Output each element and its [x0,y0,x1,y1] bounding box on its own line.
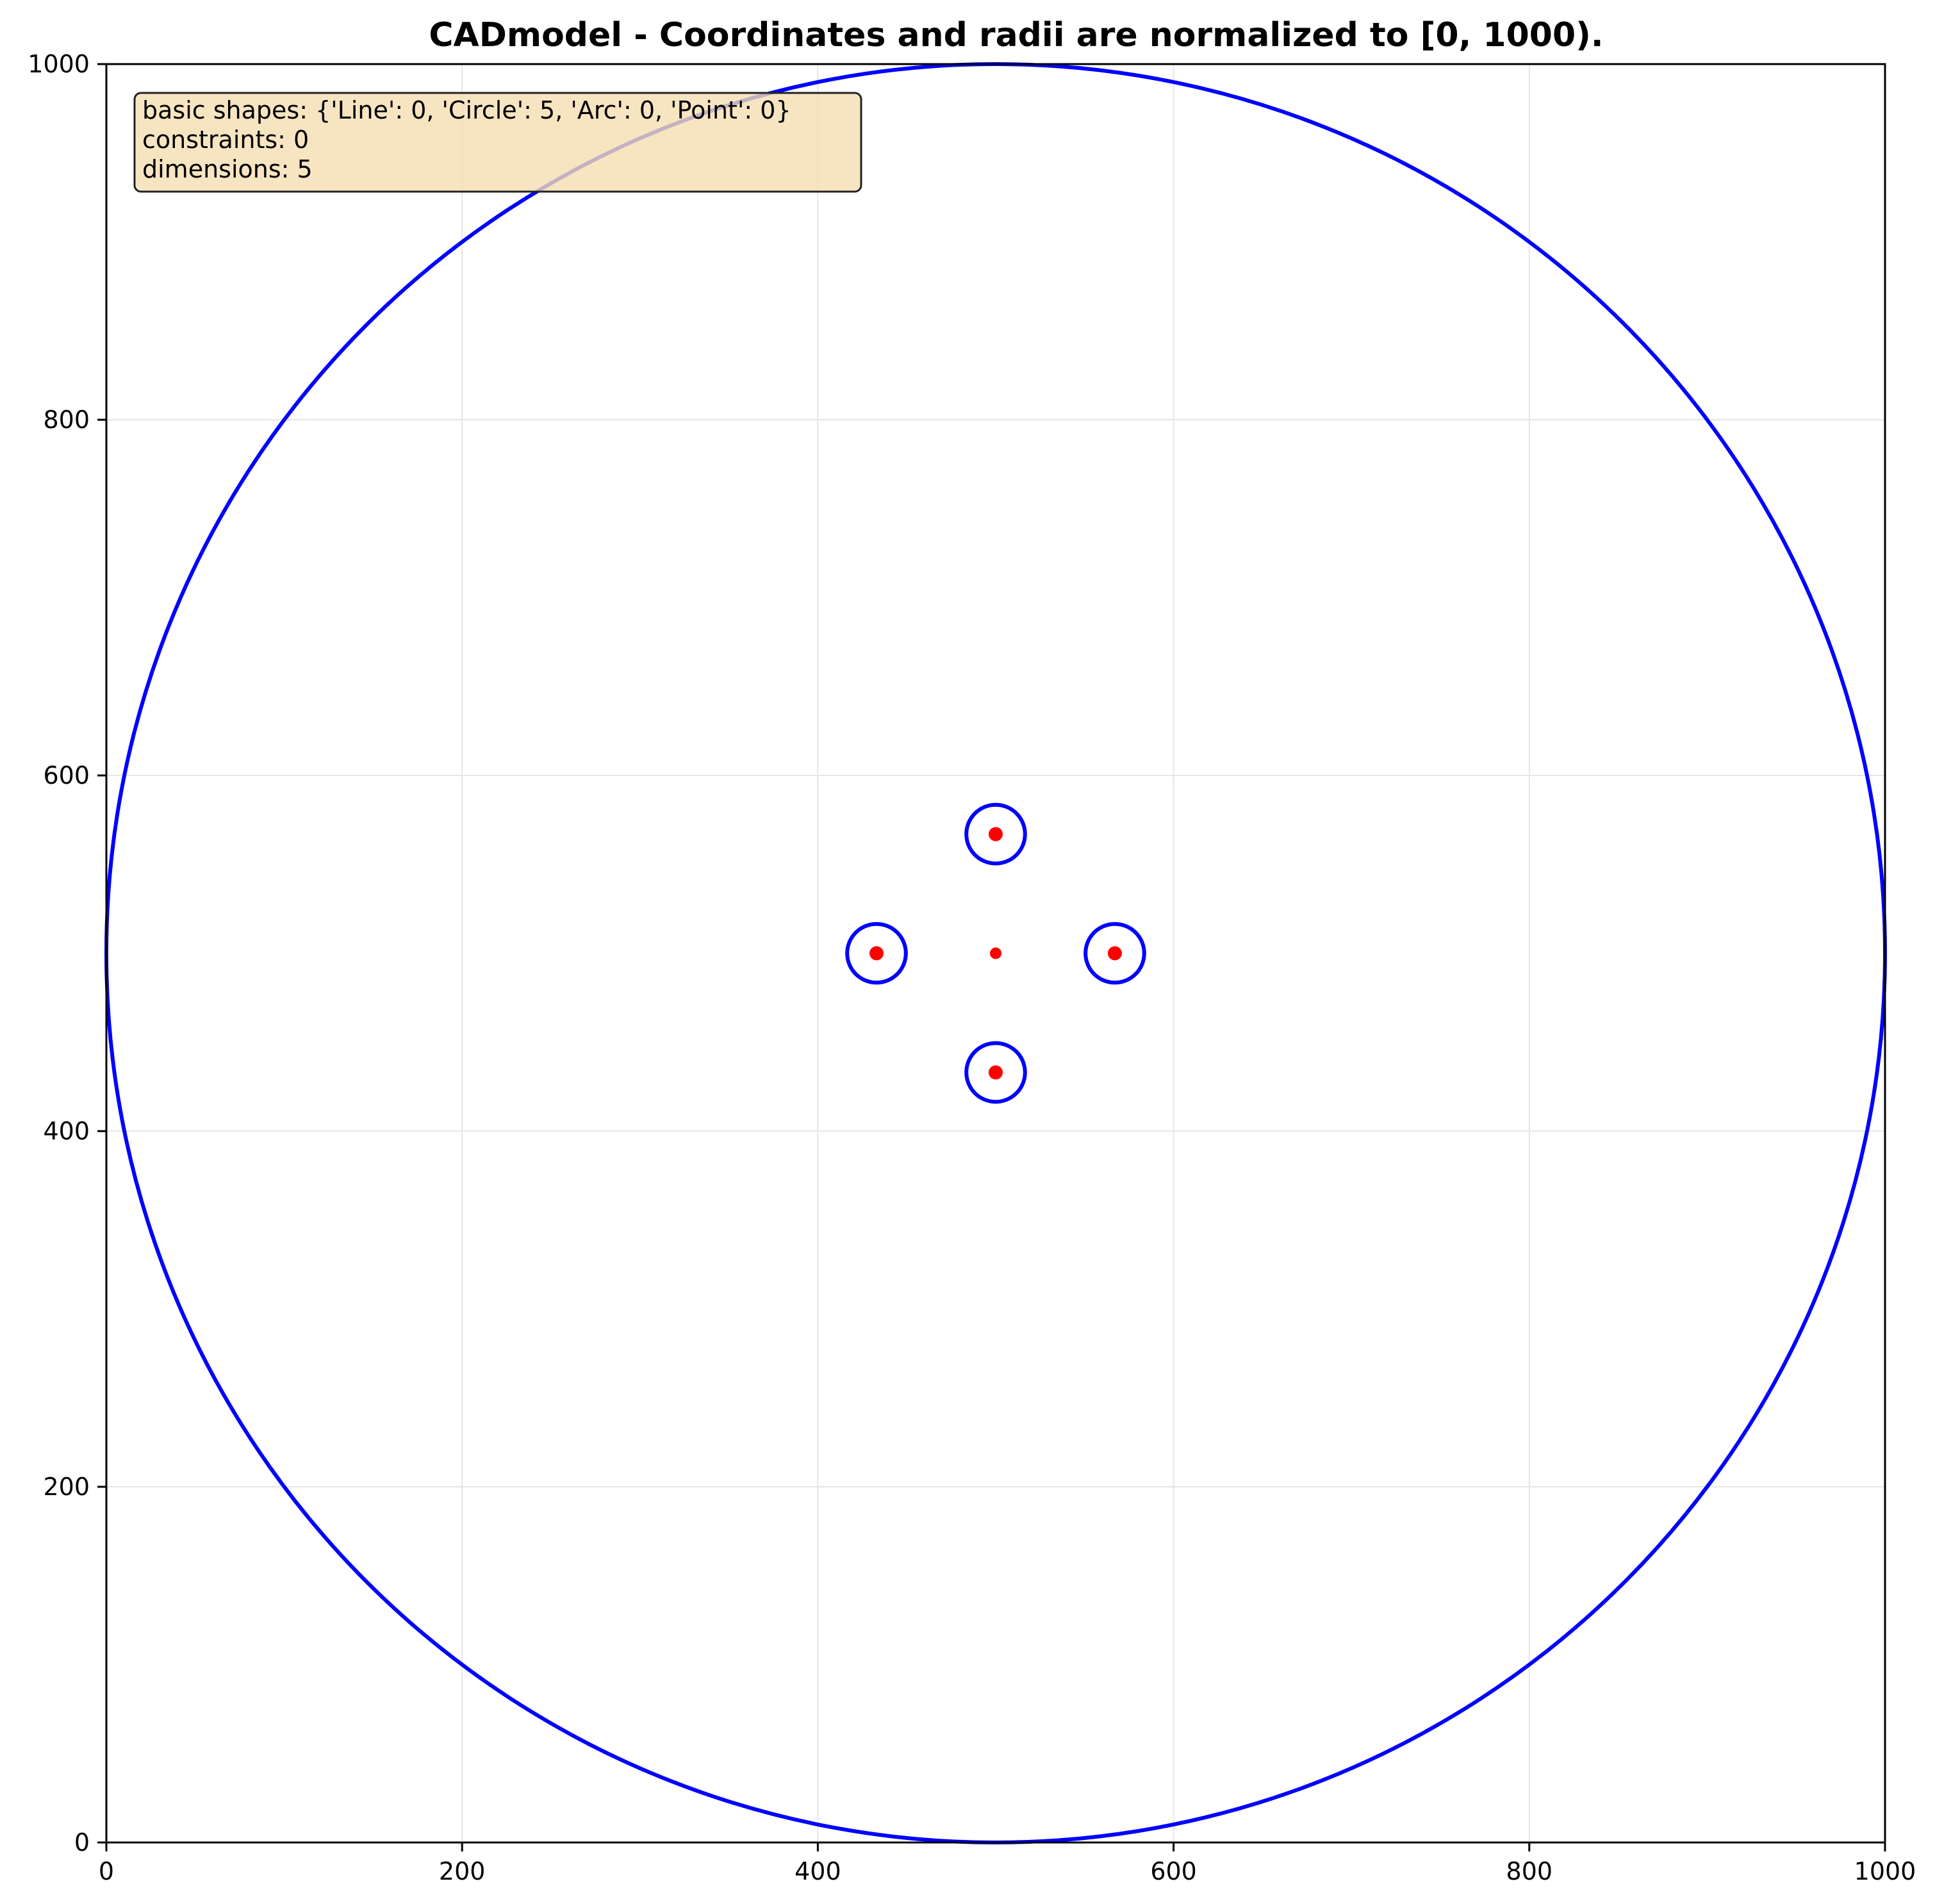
hole-center-point [1107,946,1122,961]
x-tick-label: 600 [1150,1857,1197,1885]
hole-center-point [869,946,884,961]
info-box-background [133,92,862,193]
info-box: basic shapes: {'Line': 0, 'Circle': 5, '… [133,92,862,193]
info-line-basic-shapes: basic shapes: {'Line': 0, 'Circle': 5, '… [142,96,791,124]
chart-title: CADmodel - Coordinates and radii are nor… [429,16,1603,54]
y-tick-label: 800 [43,406,90,434]
axis-ticks: 0 200 400 600 800 1000 0 200 400 600 800 1000 [28,50,1916,1885]
x-tick-label: 0 [99,1857,114,1885]
x-tick-label: 200 [439,1857,486,1885]
hole-center-point [989,827,1003,841]
y-tick-label: 400 [43,1117,90,1145]
hole-circle [964,802,1027,866]
hole-center-point [989,1065,1003,1080]
x-tick-label: 1000 [1854,1857,1916,1885]
center-point [990,947,1001,959]
hole-circle [964,1041,1027,1104]
y-tick-label: 0 [74,1828,90,1857]
y-tick-label: 600 [43,761,90,790]
x-tick-label: 400 [795,1857,841,1885]
x-tick-label: 800 [1506,1857,1553,1885]
point-layer [869,827,1122,1080]
hole-circle [845,922,908,985]
plot-frame [105,63,1886,1844]
info-line-dimensions: dimensions: 5 [142,155,313,183]
y-tick-label: 1000 [28,50,90,78]
hole-circle [1083,922,1146,985]
info-line-constraints: constraints: 0 [142,126,309,154]
y-tick-label: 200 [43,1473,90,1501]
